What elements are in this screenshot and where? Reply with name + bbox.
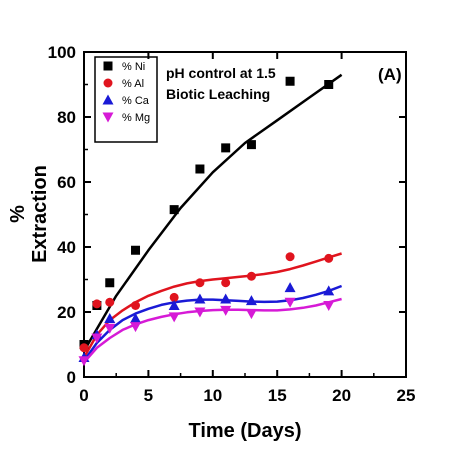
point-ni [169,205,179,215]
point-ca [323,285,335,296]
point-al [169,292,179,302]
annotation-biotic-leaching: Biotic Leaching [166,86,270,102]
point-mg [323,301,335,311]
legend-marker-ni [103,61,113,71]
x-tick-label: 0 [79,386,88,405]
x-tick-label: 5 [144,386,153,405]
point-ni [131,245,141,255]
legend-label-al: % Al [122,78,144,90]
fit-curve-mg [83,297,342,364]
point-ca [284,282,296,293]
point-ca [168,300,180,310]
y-axis-title-extraction: Extraction [29,165,51,263]
point-ni [105,278,115,288]
point-mg [91,333,103,344]
point-ni [221,143,231,153]
x-tick-label: 15 [268,386,287,405]
point-ni [195,164,205,174]
point-mg [284,297,296,308]
point-al [131,301,141,310]
point-ca [130,313,142,323]
x-tick-label: 10 [203,386,222,405]
axes: 0 5 10 15 20 25 0 20 40 60 80 100 [48,43,416,405]
point-ni [324,80,334,89]
legend-label-ca: % Ca [122,95,150,107]
y-tick-label: 0 [67,368,76,387]
point-al [324,253,334,263]
point-ca [220,293,232,304]
point-mg [194,307,206,318]
fit-curve-ni [82,73,343,352]
point-mg [104,323,116,334]
point-ca [104,313,116,323]
x-tick-label: 25 [397,386,416,405]
data-points [78,76,335,367]
annotation-ph-control: pH control at 1.5 [166,65,276,81]
legend-box [94,56,158,143]
fit-curve-al [82,252,342,359]
y-axis-title-percent: % [7,205,29,223]
point-al [79,343,89,353]
panel-label: (A) [378,65,402,84]
legend: % Ni % Al % Ca % Mg [94,56,158,143]
point-al [105,297,115,307]
x-axis-title: Time (Days) [188,420,301,442]
y-tick-label: 60 [57,173,76,192]
point-al [246,271,256,281]
legend-marker-ca [102,94,114,105]
legend-label-mg: % Mg [122,112,150,124]
fit-curves [82,73,343,364]
point-al [92,299,102,309]
y-tick-label: 20 [57,303,76,322]
y-tick-label: 40 [57,238,76,257]
point-mg [168,312,180,323]
point-mg [130,322,142,333]
point-ca [194,293,206,304]
fit-curve-ca [82,284,343,362]
y-tick-label: 100 [48,43,76,62]
point-ni [285,76,295,86]
x-tick-label: 20 [332,386,351,405]
y-tick-label: 80 [57,108,76,127]
point-al [221,278,231,288]
point-ca [245,295,257,306]
point-mg [78,356,90,367]
point-ni [246,140,256,150]
legend-marker-al [103,78,113,88]
point-mg [245,309,257,320]
point-mg [220,305,232,316]
legend-label-ni: % Ni [122,61,145,73]
legend-marker-mg [102,112,114,123]
point-al [285,252,295,262]
point-al [195,278,205,288]
